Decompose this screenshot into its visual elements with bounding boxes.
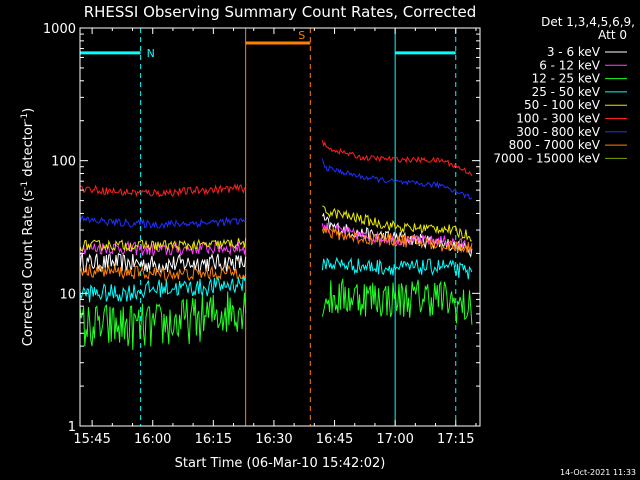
x-tick-label-4: 16:45	[316, 432, 353, 447]
legend-label-5: 100 - 300 keV	[516, 112, 600, 126]
series-line-1-segment-1	[321, 222, 473, 252]
chart-title: RHESSI Observing Summary Count Rates, Co…	[84, 3, 477, 21]
legend-header-detectors: Det 1,3,4,5,6,9,	[541, 15, 635, 29]
y-tick-label-3: 1000	[43, 22, 76, 37]
x-tick-label-1: 16:00	[134, 432, 171, 447]
series-line-2-segment-0	[79, 291, 247, 351]
y-axis-label-part2: detector	[21, 121, 36, 181]
series-line-4-segment-1	[322, 205, 472, 242]
series-line-5-segment-0	[79, 183, 247, 198]
legend-label-2: 12 - 25 keV	[532, 72, 601, 86]
y-axis-label: Corrected Count Rate (s-1 detector-1)	[20, 108, 36, 346]
plot-frame	[79, 27, 481, 427]
legend-label-4: 50 - 100 keV	[524, 98, 601, 112]
y-axis-ticks: 1 10 100 1000	[43, 22, 480, 435]
series-line-2-segment-1	[321, 278, 473, 325]
y-tick-label-1: 10	[59, 287, 76, 302]
series-line-5-segment-1	[321, 140, 473, 176]
y-axis-label-part3: )	[21, 108, 36, 113]
state-bar-label-2: S	[298, 29, 305, 42]
axes-layer	[79, 27, 481, 427]
series-line-6-segment-0	[79, 215, 246, 230]
x-tick-label-6: 17:15	[437, 432, 474, 447]
series-layer	[79, 140, 473, 351]
generated-timestamp: 14-Oct-2021 11:33	[560, 468, 636, 477]
legend-label-1: 6 - 12 keV	[539, 58, 601, 72]
series-line-7-segment-1	[321, 226, 473, 254]
series-line-0-segment-0	[79, 252, 247, 274]
state-bar-label-0: N	[147, 47, 155, 60]
y-tick-label-2: 100	[51, 155, 76, 170]
x-tick-label-2: 16:15	[195, 432, 232, 447]
x-tick-label-3: 16:30	[255, 432, 292, 447]
legend-label-7: 800 - 7000 keV	[509, 138, 601, 152]
x-tick-label-5: 17:00	[376, 432, 413, 447]
y-tick-label-0: 1	[68, 420, 76, 435]
series-line-6-segment-1	[321, 158, 473, 200]
y-axis-label-sup2: -1	[20, 113, 30, 122]
legend-header-attenuator: Att 0	[598, 28, 627, 42]
y-axis-label-part1: Corrected Count Rate (s	[21, 190, 36, 347]
x-axis-ticks: 15:45 16:00 16:15 16:30 16:45 17:00 17:15	[73, 28, 477, 447]
x-axis-label: Start Time (06-Mar-10 15:42:02)	[175, 456, 386, 471]
series-line-7-segment-0	[79, 264, 247, 282]
legend-label-0: 3 - 6 keV	[547, 45, 601, 59]
legend-label-8: 7000 - 15000 keV	[493, 151, 600, 165]
series-line-3-segment-1	[321, 256, 473, 280]
legend-label-6: 300 - 800 keV	[516, 125, 600, 139]
x-tick-label-0: 15:45	[73, 432, 110, 447]
legend-label-3: 25 - 50 keV	[532, 85, 601, 99]
series-line-4-segment-0	[79, 238, 247, 253]
y-axis-label-sup1: -1	[20, 181, 30, 190]
